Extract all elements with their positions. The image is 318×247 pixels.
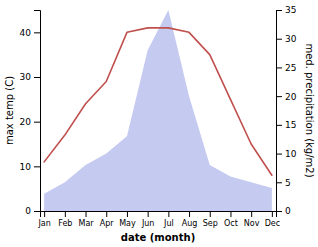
x-axis-title: date (month) [121,232,195,243]
tick-mark [276,39,282,40]
tick-label: 0 [285,206,291,216]
tick-mark [276,125,282,126]
tick-label: Aug [182,219,198,228]
tick-label: 10 [285,149,297,159]
tick: Jun [141,211,155,228]
tick-label: Dec [265,219,280,228]
tick: 10 [276,149,297,159]
y2-axis: 0 5 10 15 20 25 30 35 [276,5,297,216]
tick-label: Mar [78,219,94,228]
tick: 15 [276,120,296,130]
tick-mark [251,211,252,217]
tick-mark [276,154,282,155]
tick: 0 [25,206,40,216]
tick-mark [276,182,282,183]
tick: 20 [20,117,40,127]
y-axis-title: max temp (C) [4,76,15,145]
plot: Jan Feb Mar Apr May Jun Jul Aug Sep Oct Nov Dec 0 10 2… [20,5,297,227]
tick: May [119,211,136,228]
tick-mark [34,166,40,167]
marks [44,10,272,211]
tick: 35 [276,5,296,15]
tick-label: 20 [285,92,297,102]
y2-axis-title: med. precipitation (kg/m2) [304,43,315,177]
area [44,10,272,211]
x-axis: Jan Feb Mar Apr May Jun Jul Aug Sep Oct Nov Dec [37,211,280,228]
tick-mark [276,96,282,97]
tick: Mar [78,211,94,228]
y-axis: 0 10 20 30 40 [20,11,41,217]
tick: Feb [58,211,72,228]
tick-label: 40 [20,28,32,38]
tick-label: 5 [285,178,291,188]
tick: Oct [224,211,238,228]
tick-label: 35 [285,5,296,15]
tick-mark [106,211,107,217]
tick-label: Jul [163,219,174,228]
tick-label: Apr [100,219,115,228]
tick: Apr [100,211,115,228]
tick: 30 [20,72,40,82]
tick-label: 20 [20,117,32,127]
tick-label: Feb [58,219,72,228]
tick: 10 [20,162,40,172]
tick-mark [34,122,40,123]
axis-line [277,11,283,212]
tick-label: Jun [141,219,155,228]
tick-mark [127,211,128,217]
chart: Jan Feb Mar Apr May Jun Jul Aug Sep Oct Nov Dec 0 10 2… [0,0,318,247]
tick-label: 0 [25,206,31,216]
tick-mark [34,77,40,78]
tick: 5 [276,178,291,188]
tick-mark [272,211,273,217]
tick-mark [230,211,231,217]
tick-mark [276,67,282,68]
tick: Jan [37,211,50,228]
tick-label: Oct [224,219,238,228]
tick: Dec [265,211,280,228]
tick-mark [34,211,40,212]
tick-label: 10 [20,162,32,172]
tick-label: Jan [37,219,50,228]
tick-mark [210,211,211,217]
tick-label: Sep [203,219,218,228]
tick-mark [148,211,149,217]
tick-label: Nov [244,219,260,228]
tick: 20 [276,92,297,102]
tick: 25 [276,63,296,73]
tick-label: 30 [285,34,297,44]
tick: 40 [20,28,40,38]
tick: Sep [203,211,218,228]
tick-label: 25 [285,63,296,73]
tick: 0 [276,206,291,216]
tick: Jul [163,211,174,228]
tick: 30 [276,34,297,44]
axis-line [41,212,277,218]
line [44,28,272,175]
tick-label: 15 [285,120,296,130]
tick-mark [86,211,87,217]
tick-mark [34,32,40,33]
tick-mark [168,211,169,217]
tick: Aug [182,211,198,228]
tick-mark [276,10,282,11]
tick-mark [276,211,282,212]
tick-label: 30 [20,72,32,82]
tick-mark [44,211,45,217]
tick: Nov [244,211,260,228]
axis-line [34,11,41,212]
tick-mark [65,211,66,217]
tick-label: May [119,219,136,228]
tick-mark [189,211,190,217]
